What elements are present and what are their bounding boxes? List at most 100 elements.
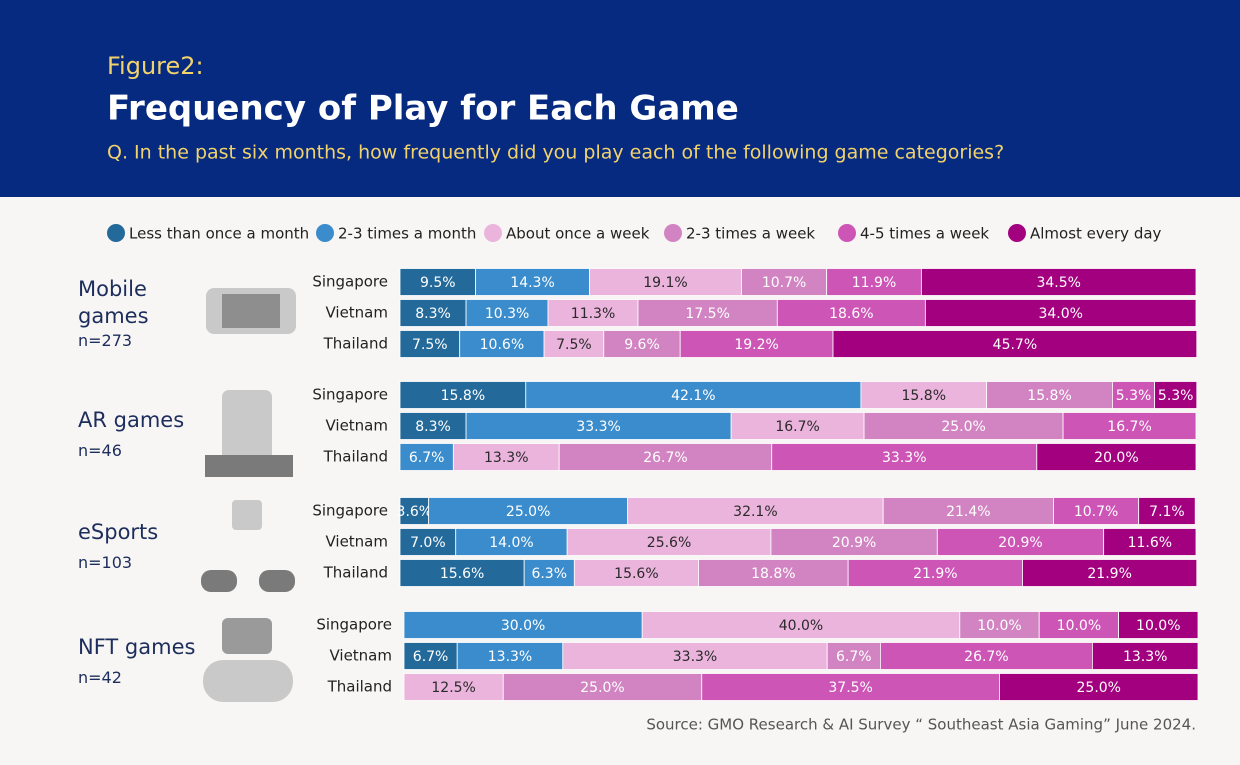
bar-segment [771,443,1038,471]
country-label: Singapore [312,273,388,291]
value-label: 10.0% [1057,618,1101,634]
country-label: Vietnam [325,304,388,322]
value-label: 5.3% [1116,388,1152,404]
value-label: 7.1% [1149,504,1185,520]
legend-label: 4-5 times a week [860,225,989,243]
value-label: 25.0% [506,504,550,520]
value-label: 32.1% [733,504,777,520]
bar-segment [679,330,834,358]
bar-segment [403,611,643,639]
value-label: 10.0% [977,618,1021,634]
value-label: 18.8% [751,566,795,582]
country-label: Vietnam [325,417,388,435]
value-label: 20.9% [832,535,876,551]
bar-segment [403,673,504,701]
value-label: 13.3% [1123,649,1167,665]
value-label: 25.0% [941,419,985,435]
source: Source: GMO Research & AI Survey “ South… [646,716,1196,734]
value-label: 5.3% [1158,388,1194,404]
value-label: 16.7% [775,419,819,435]
value-label: 10.7% [762,275,806,291]
value-label: 25.6% [647,535,691,551]
bar-segment [1062,412,1197,440]
value-label: 21.4% [946,504,990,520]
value-label: 6.7% [413,649,449,665]
bar-segment [399,443,454,471]
value-label: 19.1% [643,275,687,291]
value-label: 10.7% [1074,504,1118,520]
value-label: 8.3% [415,419,451,435]
value-label: 13.3% [484,450,528,466]
value-label: 15.6% [440,566,484,582]
value-label: 16.7% [1107,419,1151,435]
value-label: 33.3% [882,450,926,466]
value-label: 37.5% [828,680,872,696]
value-label: 20.0% [1094,450,1138,466]
value-label: 15.6% [614,566,658,582]
country-label: Thailand [327,678,392,696]
value-label: 26.7% [964,649,1008,665]
legend-label: About once a week [506,225,650,243]
bar-segment [860,381,988,409]
country-label: Vietnam [329,647,392,665]
legend-swatch [316,224,334,242]
bar-segment [847,559,1023,587]
value-label: 17.5% [685,306,729,322]
value-label: 9.5% [420,275,456,291]
group-n: n=42 [78,668,122,687]
bar-segment [863,412,1064,440]
value-label: 6.7% [409,450,445,466]
legend-swatch [1008,224,1026,242]
value-label: 25.0% [580,680,624,696]
group-title: AR games [78,408,185,432]
value-label: 6.7% [836,649,872,665]
value-label: 12.5% [431,680,475,696]
country-label: Singapore [316,616,392,634]
value-label: 10.3% [485,306,529,322]
page-title: Frequency of Play for Each Game [107,89,739,129]
bar-segment [882,497,1054,525]
legend-swatch [107,224,125,242]
value-label: 11.9% [852,275,896,291]
country-label: Singapore [312,502,388,520]
group-n: n=273 [78,331,133,350]
value-label: 7.5% [556,337,592,353]
bar-segment [403,642,458,670]
bar-segment [999,673,1199,701]
bar-segment [1022,559,1198,587]
bar-segment [475,268,590,296]
group-title: eSports [78,520,159,544]
icon-nft [203,618,293,702]
bar-segment [832,330,1198,358]
value-label: 34.0% [1038,306,1082,322]
bar-segment [920,268,1197,296]
value-label: 6.3% [531,566,567,582]
value-label: 15.8% [902,388,946,404]
group-title: Mobile games [78,277,149,328]
group-n: n=103 [78,553,133,572]
figure-label: Figure2: [107,52,204,80]
bar-segment [770,528,938,556]
bar-segment [1091,642,1199,670]
bar-segment [741,268,828,296]
bar-segment [456,642,564,670]
value-label: 45.7% [993,337,1037,353]
legend-label: Almost every day [1030,225,1162,243]
value-label: 10.0% [1136,618,1180,634]
value-label: 30.0% [501,618,545,634]
bar-segment [730,412,865,440]
value-label: 7.5% [412,337,448,353]
legend-swatch [664,224,682,242]
icon-ar [205,390,293,477]
legend-swatch [484,224,502,242]
value-label: 19.2% [734,337,778,353]
country-label: Vietnam [325,533,388,551]
bar-segment [986,381,1113,409]
bar-segment [880,642,1093,670]
bar-segment [558,443,773,471]
value-label: 42.1% [671,388,715,404]
bar-segment [776,299,926,327]
bar-segment [399,268,477,296]
value-label: 34.5% [1036,275,1080,291]
